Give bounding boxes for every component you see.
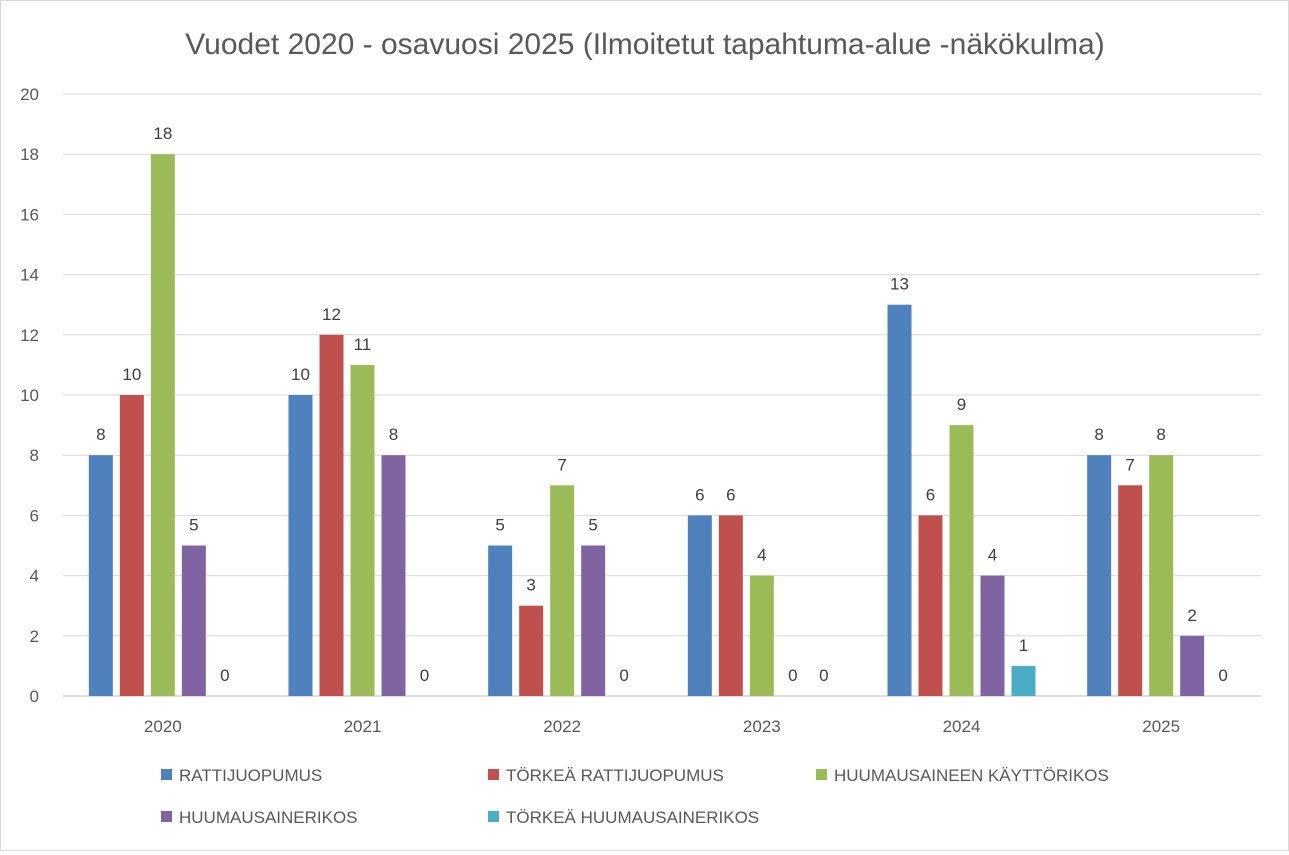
bar bbox=[1118, 485, 1143, 696]
data-label: 0 bbox=[420, 666, 429, 685]
bar bbox=[980, 575, 1005, 696]
data-label: 5 bbox=[189, 516, 198, 535]
bar bbox=[488, 545, 513, 696]
data-label: 7 bbox=[1125, 455, 1134, 474]
data-label: 5 bbox=[588, 516, 597, 535]
y-tick-label: 0 bbox=[30, 687, 39, 706]
y-tick-label: 12 bbox=[20, 326, 39, 345]
bars bbox=[88, 154, 1205, 696]
bar bbox=[749, 575, 774, 696]
legend-swatch bbox=[161, 811, 172, 822]
legend-label: HUUMAUSAINERIKOS bbox=[179, 808, 358, 827]
legend-swatch bbox=[488, 769, 499, 780]
legend-label: RATTIJUOPUMUS bbox=[179, 766, 322, 785]
legend-swatch bbox=[161, 769, 172, 780]
data-label: 1 bbox=[1019, 636, 1028, 655]
bar bbox=[918, 515, 943, 696]
x-tick-label: 2022 bbox=[543, 717, 581, 736]
data-label: 12 bbox=[322, 305, 341, 324]
bar bbox=[150, 154, 175, 696]
bar bbox=[119, 395, 144, 696]
bar bbox=[1180, 635, 1205, 696]
bar bbox=[319, 334, 344, 696]
y-tick-label: 2 bbox=[30, 627, 39, 646]
bar bbox=[718, 515, 743, 696]
bar bbox=[381, 455, 406, 696]
legend-swatch bbox=[816, 769, 827, 780]
chart-title: Vuodet 2020 - osavuosi 2025 (Ilmoitetut … bbox=[185, 28, 1104, 61]
data-label: 13 bbox=[890, 275, 909, 294]
legend-label: TÖRKEÄ RATTIJUOPUMUS bbox=[506, 766, 724, 785]
data-label: 0 bbox=[819, 666, 828, 685]
x-tick-label: 2021 bbox=[344, 717, 382, 736]
legend-label: HUUMAUSAINEEN KÄYTTÖRIKOS bbox=[834, 766, 1109, 785]
data-label: 6 bbox=[726, 485, 735, 504]
bar bbox=[1087, 455, 1112, 696]
bar bbox=[581, 545, 606, 696]
x-tick-label: 2024 bbox=[943, 717, 981, 736]
data-label: 5 bbox=[495, 516, 504, 535]
legend-label: TÖRKEÄ HUUMAUSAINERIKOS bbox=[506, 808, 759, 827]
legend-swatch bbox=[488, 811, 499, 822]
data-label: 0 bbox=[1218, 666, 1227, 685]
data-label: 9 bbox=[957, 395, 966, 414]
bar bbox=[519, 605, 544, 696]
y-tick-label: 6 bbox=[30, 506, 39, 525]
bar bbox=[88, 455, 113, 696]
y-tick-label: 20 bbox=[20, 85, 39, 104]
bar bbox=[1149, 455, 1174, 696]
data-label: 11 bbox=[354, 335, 372, 354]
data-label: 6 bbox=[695, 485, 704, 504]
data-label: 8 bbox=[389, 425, 398, 444]
x-tick-label: 2020 bbox=[144, 717, 182, 736]
data-label: 0 bbox=[788, 666, 797, 685]
bar bbox=[288, 395, 313, 696]
x-tick-label: 2023 bbox=[743, 717, 781, 736]
data-label: 7 bbox=[557, 455, 566, 474]
bar bbox=[949, 425, 974, 696]
data-label: 3 bbox=[526, 576, 535, 595]
x-axis-ticks: 2020 2021 2022 2023 2024 2025 bbox=[144, 717, 1180, 736]
data-label: 4 bbox=[757, 546, 766, 565]
y-tick-label: 4 bbox=[30, 567, 39, 586]
y-tick-label: 18 bbox=[20, 145, 39, 164]
bar bbox=[687, 515, 712, 696]
bar bbox=[181, 545, 206, 696]
data-label: 18 bbox=[153, 124, 172, 143]
data-label: 10 bbox=[291, 365, 310, 384]
legend: RATTIJUOPUMUS TÖRKEÄ RATTIJUOPUMUS HUUMAUS… bbox=[161, 766, 1109, 827]
bar bbox=[887, 304, 912, 696]
y-tick-label: 16 bbox=[20, 205, 39, 224]
y-tick-label: 14 bbox=[20, 266, 39, 285]
data-label: 8 bbox=[1156, 425, 1165, 444]
bar bbox=[350, 364, 375, 696]
data-label: 2 bbox=[1187, 606, 1196, 625]
x-tick-label: 2025 bbox=[1142, 717, 1180, 736]
data-label: 0 bbox=[619, 666, 628, 685]
bar bbox=[1011, 665, 1036, 696]
y-axis-ticks: 0 2 4 6 8 10 12 14 16 18 20 bbox=[20, 85, 39, 706]
data-label: 10 bbox=[122, 365, 141, 384]
data-label: 8 bbox=[96, 425, 105, 444]
data-label: 0 bbox=[220, 666, 229, 685]
data-label: 4 bbox=[988, 546, 997, 565]
bar bbox=[550, 485, 575, 696]
data-label: 6 bbox=[926, 485, 935, 504]
y-tick-label: 8 bbox=[30, 446, 39, 465]
y-tick-label: 10 bbox=[20, 386, 39, 405]
gridlines bbox=[63, 93, 1261, 697]
data-label: 8 bbox=[1094, 425, 1103, 444]
